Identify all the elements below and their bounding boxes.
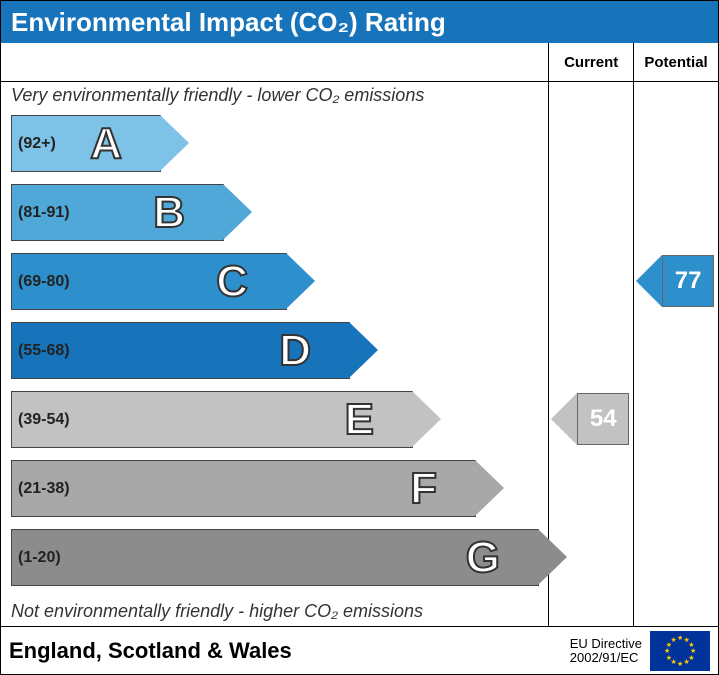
- footer-right: EU Directive 2002/91/EC ★★★★★★★★★★★★: [570, 631, 710, 671]
- potential-column: Potential 77: [634, 43, 718, 626]
- band-range-a: (92+): [12, 135, 56, 153]
- directive-text: EU Directive 2002/91/EC: [570, 637, 642, 666]
- eu-flag-icon: ★★★★★★★★★★★★: [650, 631, 710, 671]
- current-marker: 54: [577, 393, 629, 445]
- band-letter-e: E: [345, 395, 374, 445]
- current-column: Current 54: [549, 43, 634, 626]
- current-header: Current: [549, 43, 633, 82]
- potential-marker: 77: [662, 255, 714, 307]
- band-d: (55-68) D: [11, 322, 350, 379]
- band-letter-g: G: [466, 533, 500, 583]
- directive-line2: 2002/91/EC: [570, 650, 639, 665]
- chart-title: Environmental Impact (CO₂) Rating: [1, 1, 718, 43]
- band-e: (39-54) E: [11, 391, 413, 448]
- band-letter-b: B: [153, 188, 185, 238]
- band-g: (1-20) G: [11, 529, 539, 586]
- chart-title-text: Environmental Impact (CO₂) Rating: [11, 7, 446, 38]
- chart-footer: England, Scotland & Wales EU Directive 2…: [1, 627, 718, 675]
- bands-column: Very environmentally friendly - lower CO…: [1, 43, 549, 626]
- description-top: Very environmentally friendly - lower CO…: [1, 85, 424, 106]
- band-range-e: (39-54): [12, 411, 70, 429]
- chart-main-area: Very environmentally friendly - lower CO…: [1, 43, 718, 627]
- directive-line1: EU Directive: [570, 636, 642, 651]
- band-letter-c: C: [216, 257, 248, 307]
- description-bottom: Not environmentally friendly - higher CO…: [1, 601, 423, 622]
- bands-wrapper: (92+) A (81-91) B (69-80) C (55-68) D (39-54) E (2…: [11, 115, 539, 598]
- band-letter-f: F: [410, 464, 437, 514]
- band-range-b: (81-91): [12, 204, 70, 222]
- band-letter-d: D: [279, 326, 311, 376]
- band-range-g: (1-20): [12, 549, 61, 567]
- eir-chart-container: Environmental Impact (CO₂) Rating Very e…: [0, 0, 719, 675]
- footer-region: England, Scotland & Wales: [9, 638, 292, 664]
- band-a: (92+) A: [11, 115, 161, 172]
- band-range-c: (69-80): [12, 273, 70, 291]
- band-letter-a: A: [90, 119, 122, 169]
- band-f: (21-38) F: [11, 460, 476, 517]
- band-c: (69-80) C: [11, 253, 287, 310]
- potential-header: Potential: [634, 43, 718, 82]
- band-range-d: (55-68): [12, 342, 70, 360]
- band-range-f: (21-38): [12, 480, 70, 498]
- band-b: (81-91) B: [11, 184, 224, 241]
- bands-header-blank: [1, 43, 548, 82]
